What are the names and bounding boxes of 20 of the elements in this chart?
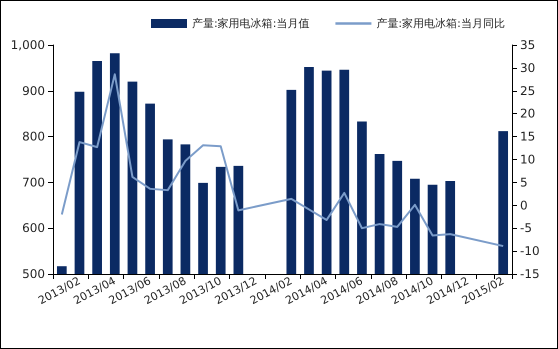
y-tick-label: 900 xyxy=(22,84,45,98)
y2-tick-label: -10 xyxy=(520,244,540,258)
y2-tick-label: -5 xyxy=(520,221,532,236)
y2-tick-label: 15 xyxy=(520,130,536,144)
y2-tick-label: 20 xyxy=(520,106,536,121)
y-tick-label: 500 xyxy=(22,267,45,281)
y2-tick-label: 5 xyxy=(520,175,528,190)
y2-tick-label: -15 xyxy=(520,267,540,281)
y2-tick-label: 30 xyxy=(520,60,536,75)
y2-tick-label: 25 xyxy=(520,84,536,98)
y2-tick-label: 35 xyxy=(520,38,536,52)
legend-label: 产量:家用电冰箱:当月同比 xyxy=(376,17,505,30)
y-tick-label: 800 xyxy=(22,130,45,144)
y-tick-label: 700 xyxy=(22,175,45,190)
legend-label: 产量:家用电冰箱:当月值 xyxy=(192,17,310,30)
line-series xyxy=(60,73,504,248)
y-tick-label: 1,000 xyxy=(10,38,45,52)
y2-tick-label: 0 xyxy=(520,198,528,212)
y2-tick-label: 10 xyxy=(520,152,536,166)
y-tick-label: 600 xyxy=(22,221,45,236)
